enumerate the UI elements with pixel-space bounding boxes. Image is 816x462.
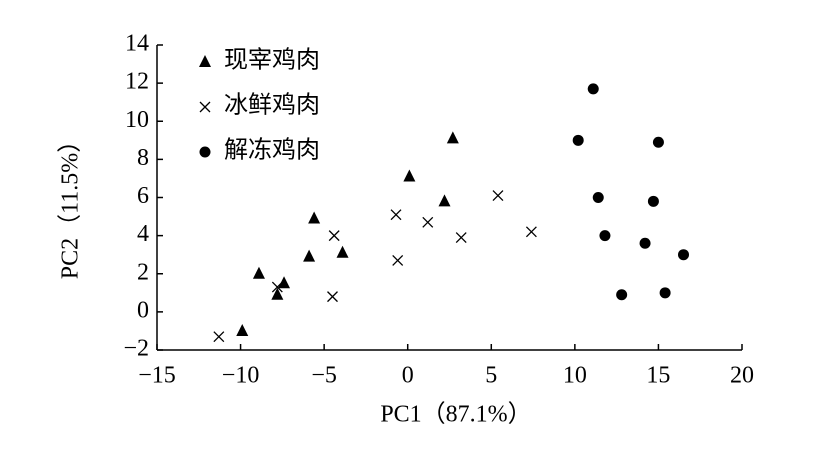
point <box>327 291 338 303</box>
legend-label: 现宰鸡肉 <box>224 47 320 74</box>
point <box>213 331 225 343</box>
point <box>403 169 416 182</box>
y-tick-label: 10 <box>125 107 149 133</box>
x-axis-label: PC1（87.1%） <box>380 402 531 428</box>
x-tick-label: −10 <box>222 363 260 389</box>
point <box>271 287 284 300</box>
point <box>659 287 671 299</box>
legend-marker <box>199 146 211 158</box>
point <box>446 131 459 144</box>
point <box>639 237 651 249</box>
point <box>455 232 467 243</box>
x-tick-label: 10 <box>563 363 587 389</box>
legend-marker <box>199 55 211 67</box>
point <box>652 136 664 148</box>
point <box>525 226 537 238</box>
x-tick-label: −15 <box>138 363 176 389</box>
point <box>271 281 283 293</box>
x-tick-label: 5 <box>485 363 497 389</box>
point <box>308 211 321 224</box>
point <box>328 230 340 242</box>
point <box>599 230 611 242</box>
point <box>390 209 402 221</box>
point <box>278 276 291 289</box>
point <box>587 83 599 95</box>
x-tick-label: 20 <box>730 363 754 389</box>
legend-label: 解冻鸡肉 <box>224 137 320 164</box>
point <box>678 249 689 261</box>
y-tick-label: 4 <box>137 221 149 247</box>
point <box>616 289 628 301</box>
x-tick-label: 15 <box>646 363 670 389</box>
legend-marker <box>199 101 211 113</box>
point <box>252 266 265 279</box>
y-tick-label: 2 <box>137 259 149 285</box>
x-tick-label: 0 <box>402 363 414 389</box>
point <box>492 190 504 202</box>
point <box>392 254 404 266</box>
y-tick-label: 14 <box>125 31 149 57</box>
point <box>647 195 659 207</box>
y-axis-label: PC2（11.5%） <box>58 129 84 279</box>
y-tick-label: 0 <box>137 297 149 323</box>
point <box>303 249 316 262</box>
point <box>422 216 434 228</box>
x-tick-label: −5 <box>311 363 337 389</box>
legend-label: 冰鲜鸡肉 <box>224 92 320 119</box>
y-tick-label: −2 <box>123 336 149 362</box>
point <box>336 245 349 258</box>
point <box>236 323 249 336</box>
y-tick-label: 6 <box>137 183 149 209</box>
point <box>592 192 604 203</box>
y-tick-label: 8 <box>137 145 149 171</box>
point <box>438 194 451 207</box>
point <box>572 134 584 146</box>
y-tick-label: 12 <box>125 69 149 95</box>
